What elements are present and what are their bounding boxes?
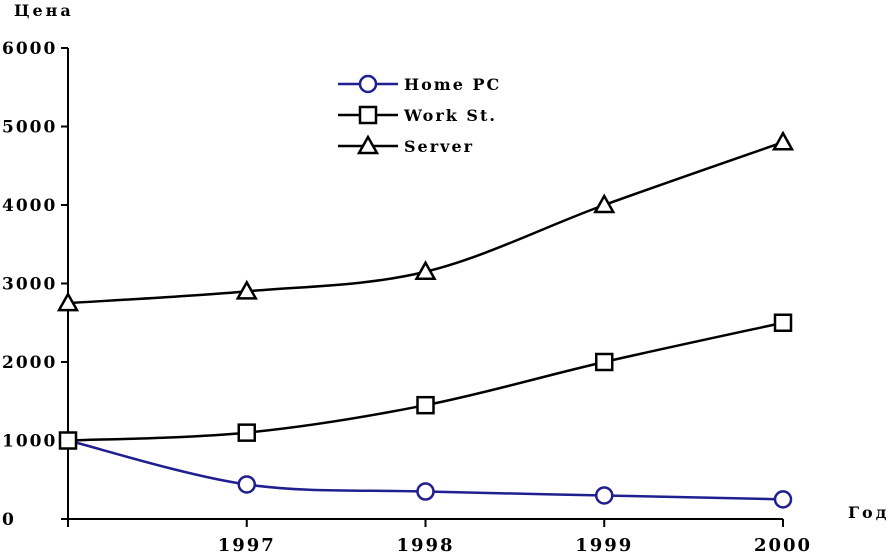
y-tick-label: 1000 (2, 432, 57, 452)
series-layer (56, 130, 795, 509)
y-tick-label: 0 (2, 510, 16, 530)
y-tick-label: 2000 (2, 353, 57, 373)
square-marker (773, 313, 793, 332)
x-axis-title: Год (848, 503, 888, 522)
triangle-marker (414, 260, 437, 280)
y-tick-labels: 0 1000 2000 3000 4000 5000 6000 (2, 39, 57, 530)
series-line (67, 321, 784, 442)
square-marker (416, 395, 435, 415)
x-tick-label: 2000 (754, 535, 812, 554)
legend-label: Work St. (403, 106, 497, 125)
y-tick-label: 4000 (2, 196, 57, 216)
series-server (56, 130, 795, 312)
triangle-marker (356, 134, 380, 155)
triangle-marker (56, 291, 80, 312)
x-tick-label: 1999 (575, 535, 633, 554)
triangle-marker (771, 130, 795, 151)
circle-marker (595, 486, 614, 505)
legend-item: Work St. (338, 105, 497, 125)
triangle-marker (593, 193, 616, 214)
circle-marker (773, 490, 793, 509)
legend-label: Server (404, 137, 474, 156)
square-marker (358, 105, 378, 125)
square-marker (58, 431, 78, 450)
y-tick-label: 5000 (2, 118, 57, 138)
y-tick-label: 6000 (2, 39, 57, 59)
square-marker (237, 423, 256, 442)
legend-item: Server (338, 134, 474, 156)
square-marker (595, 352, 614, 372)
y-tick-label: 3000 (2, 275, 57, 295)
legend-item: Home PC (338, 74, 501, 94)
series-home-pc (58, 431, 793, 509)
triangle-marker (235, 279, 258, 300)
x-tick-label: 1998 (396, 535, 454, 554)
legend: Home PC Work St. Server (338, 74, 501, 156)
x-tick-labels: 1997 1998 1999 2000 (218, 535, 812, 554)
x-tick-label: 1997 (218, 535, 276, 554)
circle-marker (358, 74, 378, 94)
circle-marker (237, 475, 256, 494)
y-axis-title: Цена (14, 1, 74, 20)
series-work-st (58, 313, 793, 450)
legend-label: Home PC (404, 75, 501, 94)
circle-marker (416, 482, 435, 501)
